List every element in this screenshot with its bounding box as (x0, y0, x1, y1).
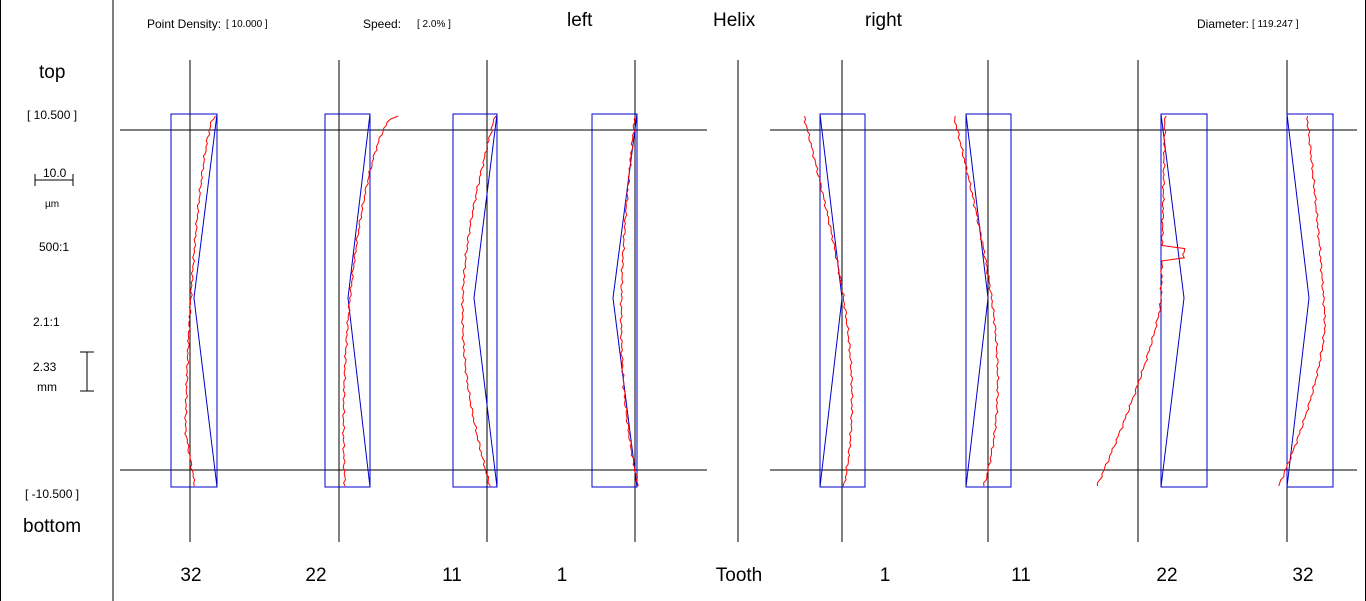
right-tooth-22-measured-trace (1096, 115, 1186, 486)
tooth-label-right-1: 11 (1011, 565, 1031, 586)
left-tooth-32-tolerance-box (170, 113, 218, 488)
right-tooth-11-tolerance-chevron (965, 113, 989, 488)
right-tooth-32-tolerance-box (1286, 113, 1334, 488)
tooth-label-left-2: 11 (442, 565, 462, 586)
speed-value: [ 2.0% ] (417, 19, 451, 30)
point-density-label: Point Density: (147, 17, 222, 31)
chart-title: Helix (713, 10, 756, 31)
left-tooth-22-tolerance-box (324, 113, 371, 488)
scale-unit: µm (45, 199, 60, 210)
diameter-label: Diameter: (1197, 17, 1250, 31)
right-tooth-11-tolerance-box (965, 113, 1012, 488)
top-value: [ 10.500 ] (27, 108, 78, 122)
tooth-label-right-3: 32 (1292, 565, 1314, 586)
ratio: 2.1:1 (33, 315, 60, 329)
tooth-label-left-3: 1 (556, 565, 568, 586)
left-tooth-11-tolerance-box (452, 113, 498, 488)
right-tooth-32-measured-trace (1278, 115, 1327, 487)
left-tooth-32-measured-trace (184, 115, 216, 487)
bottom-label: bottom (23, 516, 82, 537)
tooth-label-left-1: 22 (305, 565, 327, 586)
right-tooth-1-measured-trace (803, 115, 854, 487)
left-tooth-22-measured-trace (341, 115, 399, 487)
point-density-value: [ 10.000 ] (226, 19, 268, 30)
tooth-plots (170, 60, 1334, 542)
left-tooth-11-measured-trace (460, 115, 497, 487)
right-flank-label: right (865, 10, 902, 31)
left-tooth-11-tolerance-chevron (473, 113, 498, 488)
right-tooth-22-tolerance-chevron (1160, 113, 1185, 488)
magnification: 500:1 (39, 240, 70, 254)
tooth-label-right-2: 22 (1156, 565, 1178, 586)
left-tooth-22-tolerance-chevron (347, 113, 371, 488)
scale-value: 10.0 (43, 166, 67, 180)
speed-label: Speed: (363, 17, 402, 31)
top-label: top (39, 62, 66, 83)
length-unit: mm (37, 380, 57, 394)
left-tooth-1-tolerance-chevron (612, 113, 638, 488)
left-tooth-1-measured-trace (619, 115, 639, 487)
right-tooth-32-tolerance-chevron (1286, 113, 1310, 488)
diameter-value: [ 119.247 ] (1252, 19, 1299, 30)
right-tooth-11-measured-trace (954, 115, 1000, 487)
right-tooth-1-tolerance-box (819, 113, 866, 488)
left-tooth-1-tolerance-box (591, 113, 638, 488)
left-flank-label: left (567, 10, 593, 31)
right-tooth-1-tolerance-chevron (819, 113, 843, 488)
tooth-footer-label: Tooth (715, 565, 763, 586)
left-tooth-32-tolerance-chevron (193, 113, 218, 488)
tooth-label-right-0: 1 (879, 565, 891, 586)
length-value: 2.33 (33, 360, 57, 374)
tooth-label-left-0: 32 (180, 565, 202, 586)
bottom-value: [ -10.500 ] (25, 487, 80, 501)
